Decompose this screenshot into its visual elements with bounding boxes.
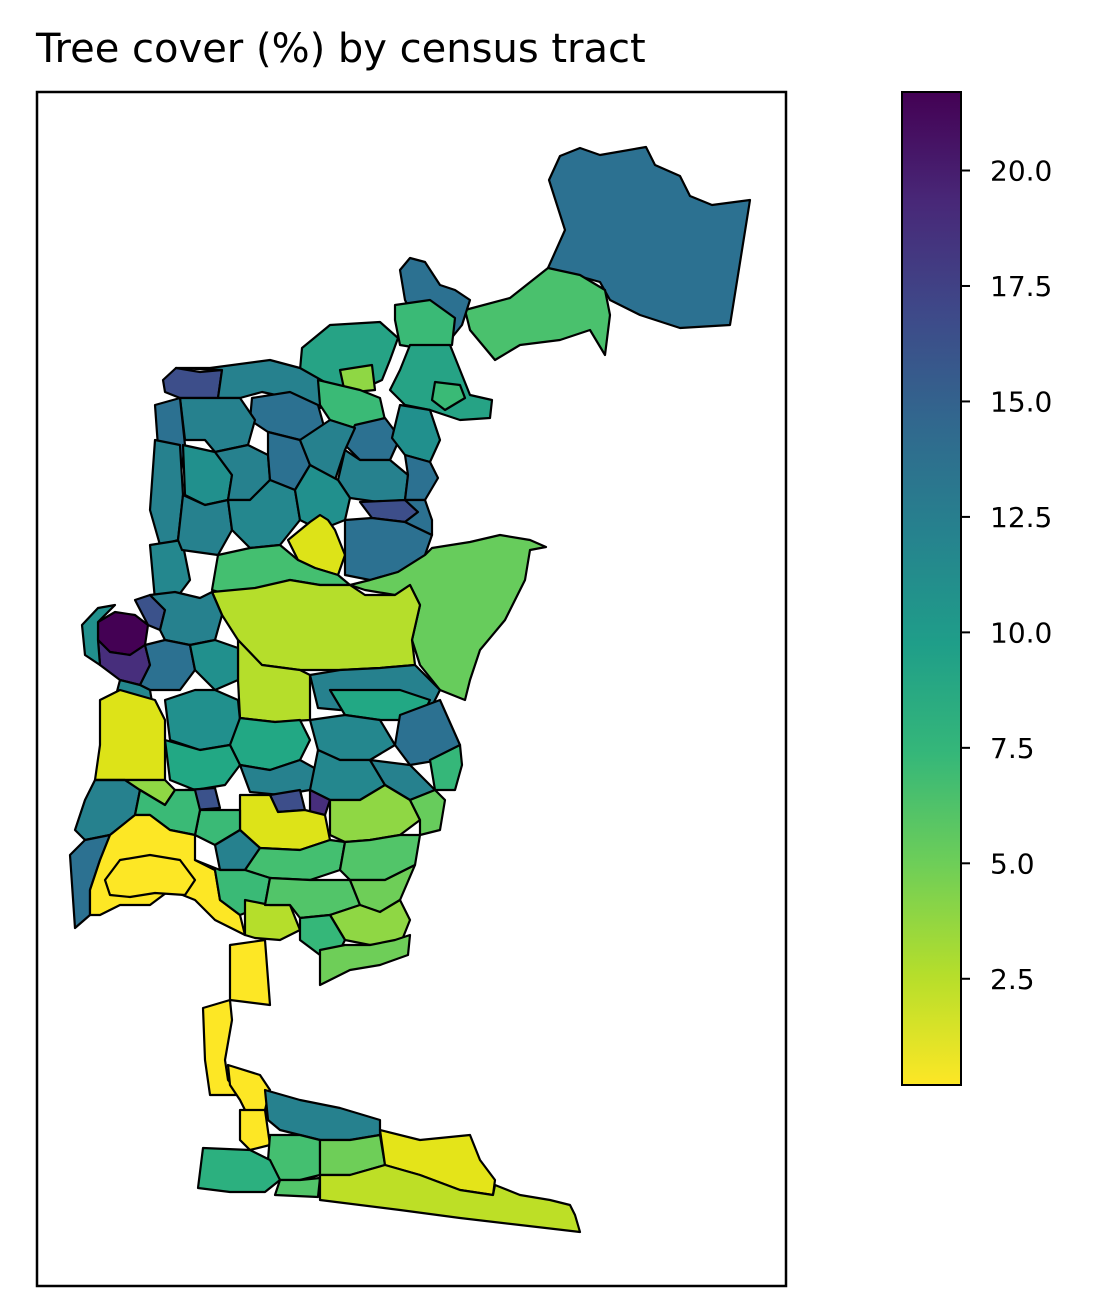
tract-cn-10	[293, 463, 352, 532]
colorbar-ticks: 2.5 5.0 7.5 10.0 12.5 15.0 17.5 20.0	[961, 155, 1052, 996]
tract-strip-2	[201, 998, 242, 1097]
tract-cn-8	[176, 493, 234, 557]
tract-sc-2	[328, 783, 422, 844]
tract-west-coast-1	[148, 438, 185, 547]
tract-mid-7	[428, 743, 464, 792]
tract-mid-8	[163, 738, 242, 792]
tract-strip-4	[238, 1108, 272, 1152]
tract-mid-1	[163, 688, 242, 752]
tract-west-2	[138, 638, 197, 692]
colorbar-tick-label: 17.5	[990, 270, 1052, 303]
colorbar-tick-label: 15.0	[990, 385, 1052, 418]
tract-s-lime-bottom	[318, 1163, 582, 1234]
colorbar: 2.5 5.0 7.5 10.0 12.5 15.0 17.5 20.0	[901, 91, 1052, 1086]
tract-strip-1	[228, 938, 272, 1007]
tract-teal-west	[80, 603, 117, 667]
tract-s-green-2	[273, 1176, 322, 1199]
tract-north-6	[430, 380, 467, 412]
tract-west-3	[188, 638, 240, 692]
tract-yellow-west	[93, 688, 167, 782]
tract-bay-inner	[103, 853, 197, 899]
map-title: Tree cover (%) by census tract	[36, 26, 646, 72]
map-tracts	[68, 145, 752, 1234]
colorbar-gradient	[901, 91, 962, 1086]
tract-s-teal-2	[196, 1146, 282, 1194]
tract-lr-1	[318, 933, 412, 987]
colorbar-tick-label: 12.5	[990, 501, 1052, 534]
colorbar-tick-label: 10.0	[990, 616, 1052, 649]
colorbar-tick-label: 2.5	[990, 963, 1035, 996]
colorbar-tick-label: 7.5	[990, 732, 1035, 765]
tract-sc-3	[408, 788, 447, 837]
colorbar-tick-label: 5.0	[990, 847, 1035, 880]
tract-cn-12	[403, 498, 434, 537]
tract-nw-1	[161, 366, 224, 400]
colorbar-tick-label: 20.0	[990, 155, 1052, 188]
tract-west-coast-2	[148, 538, 192, 602]
